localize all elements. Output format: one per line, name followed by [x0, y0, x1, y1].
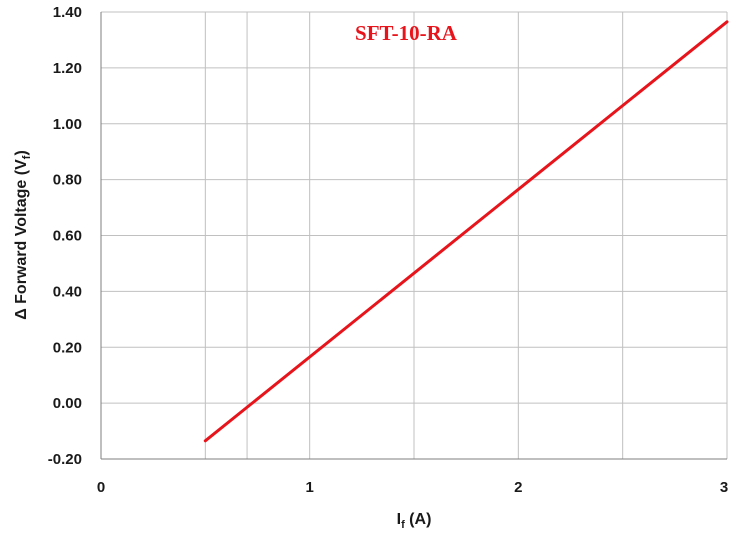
x-axis-title-sub: f — [401, 519, 405, 531]
x-axis-title-main: I — [397, 511, 401, 528]
y-tick-label: -0.20 — [48, 451, 82, 468]
grid — [100, 11, 728, 460]
y-axis-title-prefix: Δ Forward Voltage (V — [13, 159, 30, 320]
y-axis-title-suffix: ) — [13, 150, 30, 155]
x-tick-label: 0 — [97, 479, 105, 496]
y-tick-label: 1.00 — [53, 116, 82, 133]
y-tick-label: 1.40 — [53, 4, 82, 21]
series-line — [203, 20, 729, 443]
y-tick-label: 1.20 — [53, 60, 82, 77]
y-axis-title-sub: f — [21, 155, 33, 159]
x-tick-label: 2 — [514, 479, 522, 496]
x-tick-label: 1 — [305, 479, 313, 496]
y-axis-title: Δ Forward Voltage (Vf) — [13, 150, 33, 320]
y-tick-label: 0.80 — [53, 172, 82, 189]
chart-title: SFT-10-RA — [355, 21, 458, 45]
x-tick-label: 3 — [720, 479, 728, 496]
y-tick-label: 0.00 — [53, 395, 82, 412]
x-axis-title-suffix: (A) — [405, 511, 432, 528]
y-tick-label: 0.40 — [53, 283, 82, 300]
series — [203, 20, 729, 443]
x-axis-title: If (A) — [397, 511, 432, 531]
axes — [100, 12, 727, 460]
y-tick-label: 0.60 — [53, 228, 82, 245]
labels: -0.20 0.00 0.20 0.40 0.60 0.80 1.00 1.20 1.40 0 1 2… — [48, 4, 728, 496]
y-tick-label: 0.20 — [53, 339, 82, 356]
